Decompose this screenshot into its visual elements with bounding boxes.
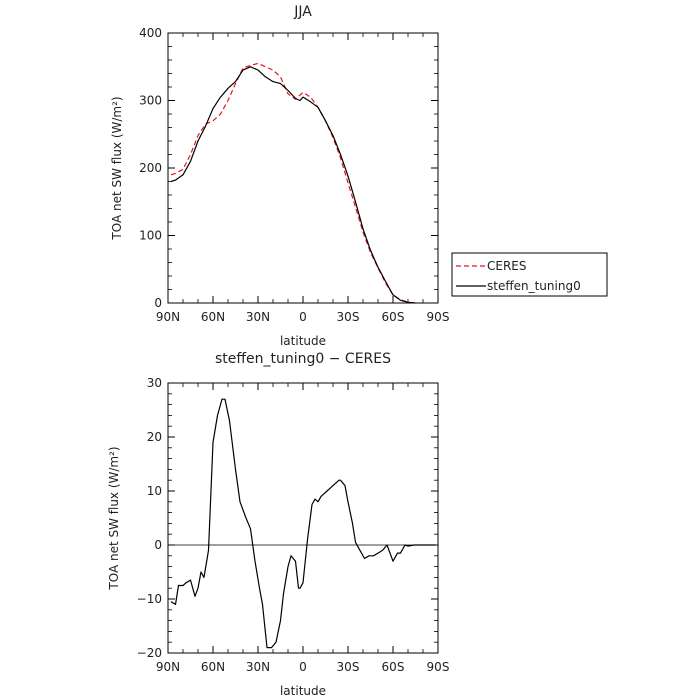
bottom-x-tick-label: 60S [382,660,405,674]
bottom-chart-title: steffen_tuning0 − CERES [215,351,391,367]
top-chart-title: JJA [293,4,312,20]
bottom-y-tick-label: 10 [147,484,162,498]
bottom-x-axis-label: latitude [280,684,326,698]
bottom-x-tick-label: 90N [156,660,180,674]
top-plot-frame [167,32,439,304]
bottom-y-tick-label: 0 [154,538,162,552]
bottom-x-tick-label: 30S [337,660,360,674]
top-x-tick-label: 90S [427,310,450,324]
top-x-tick-label: 0 [299,310,307,324]
top-series-line-ceres [170,62,416,304]
bottom-y-tick-label: −20 [137,646,162,660]
top-x-axis-label: latitude [280,334,326,348]
bottom-series-line-0 [170,398,435,649]
top-x-tick-label: 30N [246,310,270,324]
legend: CERES steffen_tuning0 [451,252,608,297]
bottom-x-tick-label: 60N [201,660,225,674]
bottom-series-layer [170,398,435,649]
bottom-y-tick-label: −10 [137,592,162,606]
top-y-tick-label: 200 [139,161,162,175]
top-y-tick-label: 100 [139,229,162,243]
top-y-tick-label: 400 [139,26,162,40]
top-y-axis-label: TOA net SW flux (W/m²) [110,96,124,240]
bottom-chart: steffen_tuning0 − CERES 90N 60N 30N 0 30S 60S… [107,351,449,698]
bottom-x-tick-label: 90S [427,660,450,674]
bottom-y-axis-label: TOA net SW flux (W/m²) [107,446,121,590]
top-x-tick-label: 60N [201,310,225,324]
legend-box [451,252,608,297]
top-chart: JJA 90N 60N 30N 0 30S 60S 90S 0 100 200 300 400 lat… [110,4,449,348]
top-y-tick-label: 0 [154,296,162,310]
top-x-tick-label: 60S [382,310,405,324]
top-y-tick-label: 300 [139,94,162,108]
bottom-x-tick-label: 30N [246,660,270,674]
top-series-layer [170,62,416,304]
bottom-plot-frame [167,382,439,654]
legend-label-ceres: CERES [487,259,527,273]
top-x-tick-label: 90N [156,310,180,324]
bottom-y-tick-label: 30 [147,376,162,390]
bottom-x-tick-label: 0 [299,660,307,674]
top-series-line-steffen-tuning0 [170,66,416,304]
top-x-tick-label: 30S [337,310,360,324]
legend-label-steffen: steffen_tuning0 [487,279,581,293]
bottom-y-tick-label: 20 [147,430,162,444]
